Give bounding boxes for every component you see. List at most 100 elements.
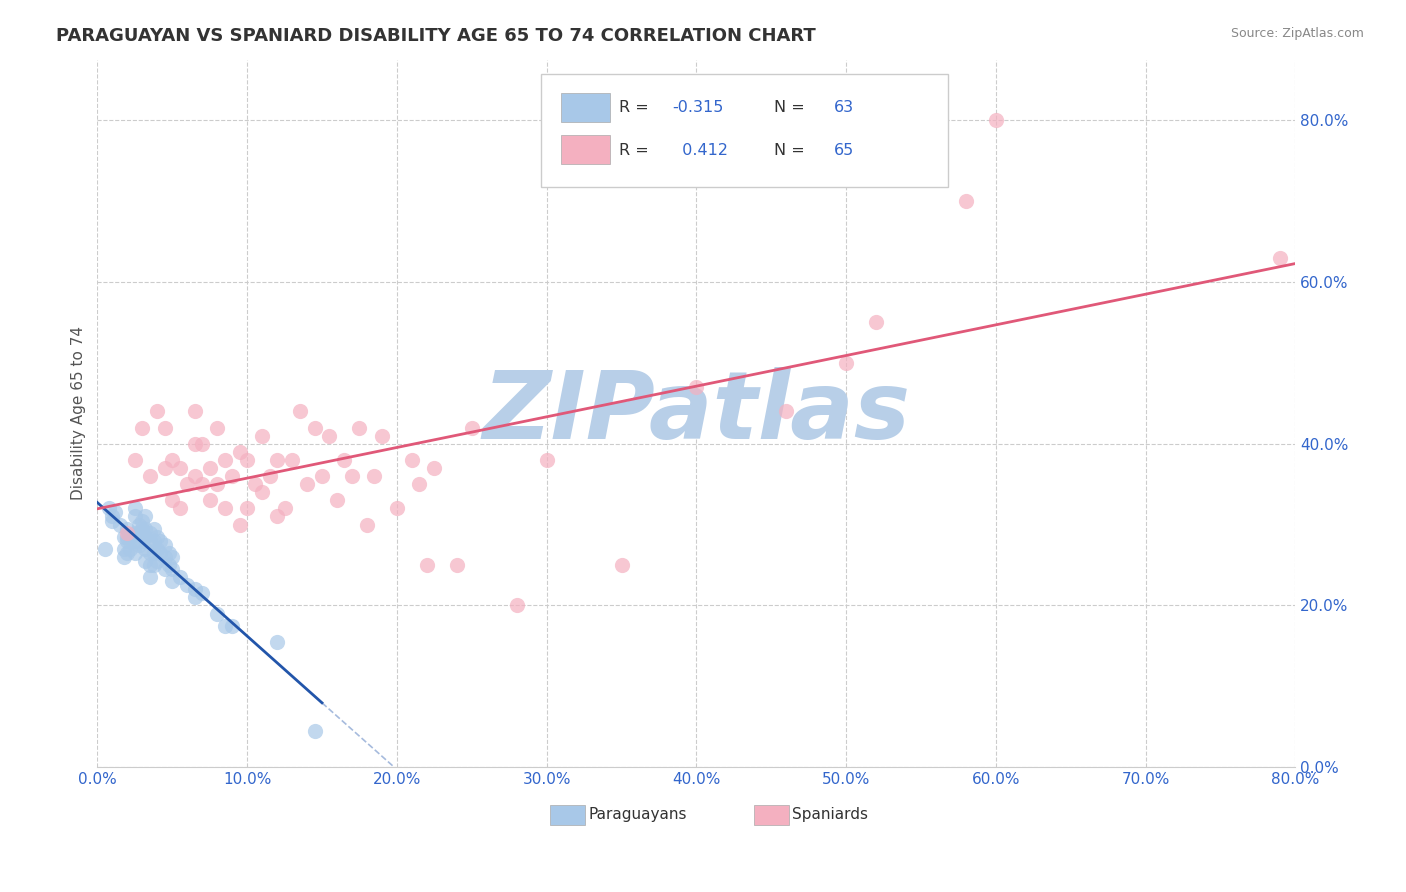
Point bbox=[304, 420, 326, 434]
Point bbox=[157, 558, 180, 572]
Point bbox=[281, 453, 304, 467]
Point bbox=[117, 522, 139, 536]
Point bbox=[139, 558, 162, 572]
Point bbox=[371, 428, 394, 442]
Point bbox=[149, 546, 172, 560]
Point bbox=[273, 501, 295, 516]
Point bbox=[128, 525, 150, 540]
Point bbox=[117, 533, 139, 548]
Point bbox=[505, 599, 527, 613]
Point bbox=[333, 453, 356, 467]
Point bbox=[153, 562, 176, 576]
Point bbox=[955, 194, 977, 208]
Point bbox=[139, 546, 162, 560]
FancyBboxPatch shape bbox=[550, 805, 585, 825]
Point bbox=[169, 501, 191, 516]
Point bbox=[98, 501, 121, 516]
Point bbox=[143, 546, 166, 560]
Point bbox=[117, 546, 139, 560]
Point bbox=[160, 493, 183, 508]
Point bbox=[221, 469, 243, 483]
Text: Spaniards: Spaniards bbox=[792, 807, 869, 822]
Point bbox=[243, 477, 266, 491]
Point bbox=[131, 420, 153, 434]
Text: Source: ZipAtlas.com: Source: ZipAtlas.com bbox=[1230, 27, 1364, 40]
Point bbox=[124, 501, 146, 516]
Point bbox=[250, 485, 273, 500]
Point bbox=[160, 562, 183, 576]
Text: R =: R = bbox=[619, 100, 648, 115]
Point bbox=[775, 404, 797, 418]
Point bbox=[304, 723, 326, 738]
Point bbox=[169, 461, 191, 475]
Point bbox=[266, 453, 288, 467]
Point bbox=[153, 461, 176, 475]
Point bbox=[143, 522, 166, 536]
Point bbox=[385, 501, 408, 516]
Text: 65: 65 bbox=[834, 143, 855, 158]
Point bbox=[104, 505, 127, 519]
Text: 0.412: 0.412 bbox=[672, 143, 728, 158]
Point bbox=[134, 530, 156, 544]
Point bbox=[176, 477, 198, 491]
Point bbox=[112, 530, 135, 544]
Point bbox=[865, 315, 887, 329]
Point bbox=[340, 469, 363, 483]
Point bbox=[101, 514, 124, 528]
FancyBboxPatch shape bbox=[754, 805, 789, 825]
Point bbox=[835, 356, 858, 370]
Point bbox=[134, 541, 156, 556]
Point bbox=[112, 549, 135, 564]
Point bbox=[124, 509, 146, 524]
Point bbox=[134, 522, 156, 536]
Point bbox=[214, 501, 236, 516]
Point bbox=[169, 570, 191, 584]
Point bbox=[685, 380, 707, 394]
Point bbox=[146, 530, 169, 544]
Point bbox=[160, 574, 183, 589]
Point bbox=[408, 477, 430, 491]
Text: N =: N = bbox=[775, 143, 806, 158]
Point bbox=[183, 469, 205, 483]
Point bbox=[153, 420, 176, 434]
Point bbox=[236, 453, 259, 467]
Point bbox=[461, 420, 484, 434]
Point bbox=[198, 493, 221, 508]
Point bbox=[117, 530, 139, 544]
Point bbox=[401, 453, 423, 467]
Point bbox=[214, 618, 236, 632]
Point bbox=[160, 549, 183, 564]
Text: PARAGUAYAN VS SPANIARD DISABILITY AGE 65 TO 74 CORRELATION CHART: PARAGUAYAN VS SPANIARD DISABILITY AGE 65… bbox=[56, 27, 815, 45]
Point bbox=[153, 549, 176, 564]
Point bbox=[295, 477, 318, 491]
Point bbox=[146, 404, 169, 418]
FancyBboxPatch shape bbox=[541, 74, 948, 187]
Point bbox=[139, 469, 162, 483]
Point bbox=[266, 509, 288, 524]
Point bbox=[288, 404, 311, 418]
Point bbox=[149, 533, 172, 548]
Point bbox=[183, 582, 205, 597]
Point bbox=[134, 509, 156, 524]
Point bbox=[146, 541, 169, 556]
Point bbox=[191, 477, 214, 491]
Point bbox=[128, 538, 150, 552]
Point bbox=[318, 428, 340, 442]
Point bbox=[134, 554, 156, 568]
Point bbox=[120, 541, 142, 556]
Point bbox=[176, 578, 198, 592]
Point bbox=[124, 453, 146, 467]
Point bbox=[153, 538, 176, 552]
Point bbox=[250, 428, 273, 442]
Point bbox=[139, 570, 162, 584]
Text: 63: 63 bbox=[834, 100, 855, 115]
Point bbox=[124, 525, 146, 540]
Point bbox=[139, 525, 162, 540]
Point bbox=[356, 517, 378, 532]
Point bbox=[266, 635, 288, 649]
Text: -0.315: -0.315 bbox=[672, 100, 724, 115]
Point bbox=[143, 533, 166, 548]
Point bbox=[124, 546, 146, 560]
Point bbox=[236, 501, 259, 516]
Point bbox=[112, 541, 135, 556]
